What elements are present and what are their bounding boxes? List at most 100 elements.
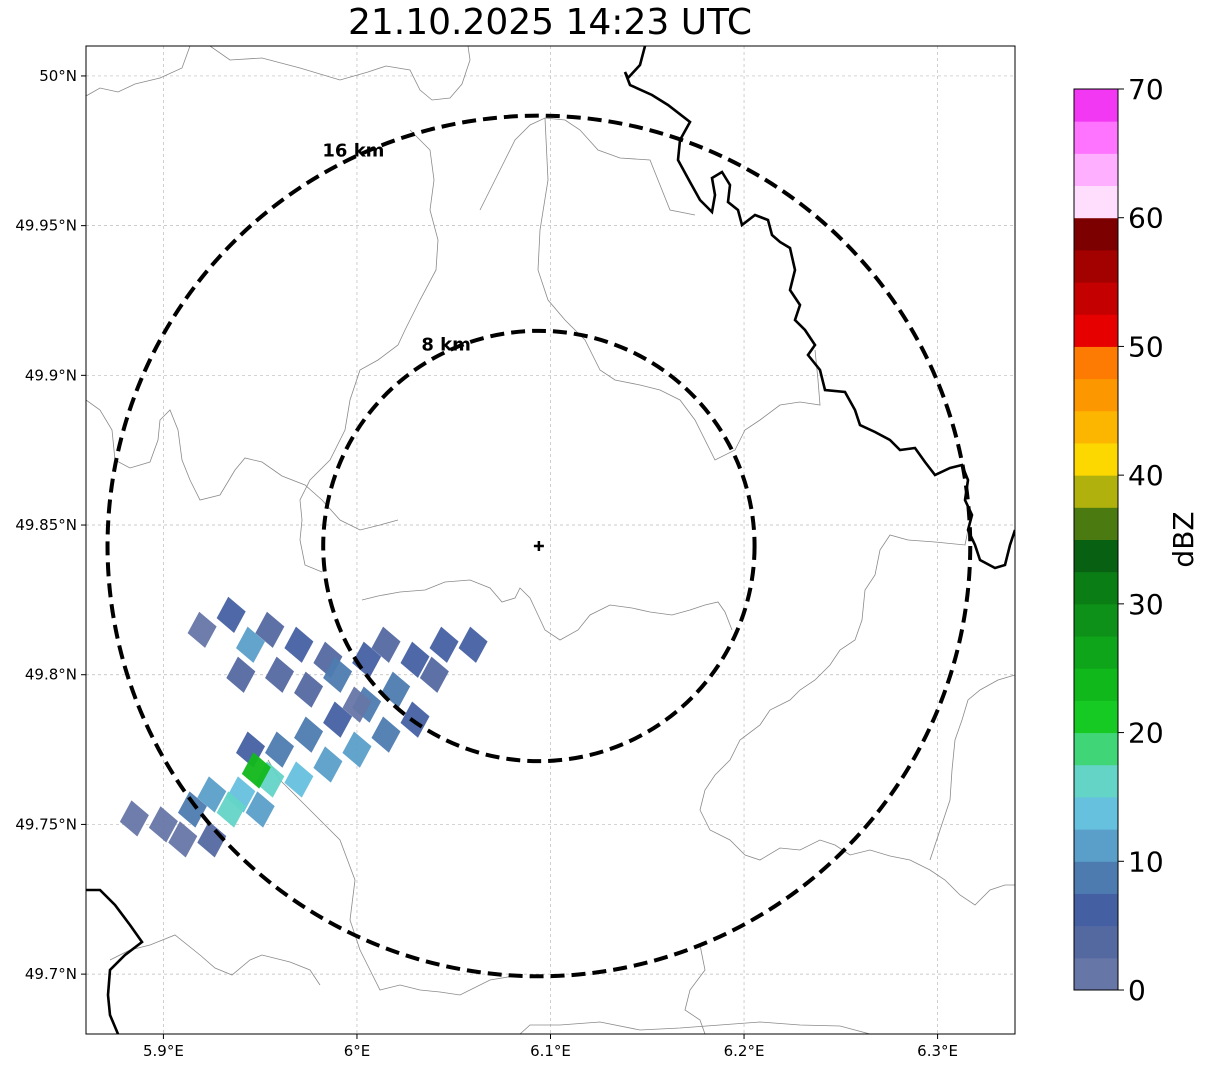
colorbar-bin: [1074, 636, 1118, 669]
colorbar-bin: [1074, 89, 1118, 122]
echo-cell: [429, 626, 459, 663]
colorbar-tick-label: 30: [1128, 588, 1164, 621]
colorbar-bin: [1074, 282, 1118, 315]
colorbar-bin: [1074, 668, 1118, 701]
boundary-line: [519, 1021, 871, 1034]
echo-cell: [265, 656, 295, 693]
range-ring-8km: [321, 328, 757, 764]
colorbar-label: dBZ: [1167, 511, 1200, 567]
colorbar-bin: [1074, 378, 1118, 412]
reflectivity-echoes: [119, 596, 488, 858]
colorbar-tick-label: 0: [1128, 974, 1146, 1007]
echo-cell: [241, 752, 271, 789]
colorbar-tick-label: 20: [1128, 717, 1164, 750]
colorbar-bin: [1074, 925, 1118, 959]
echo-cell: [235, 626, 266, 663]
x-tick-label: 6.1°E: [530, 1042, 571, 1060]
colorbar-bin: [1074, 153, 1118, 187]
echo-cell: [197, 776, 227, 813]
colorbar-bin: [1074, 539, 1118, 573]
echo-cell: [177, 791, 207, 828]
national-border: [86, 46, 1015, 1034]
echo-cell: [313, 746, 343, 783]
colorbar-bin: [1074, 861, 1118, 894]
colorbar-tick-label: 40: [1128, 459, 1164, 492]
colorbar-bin: [1074, 603, 1118, 637]
colorbar-bin: [1074, 507, 1118, 540]
map-title: 21.10.2025 14:23 UTC: [347, 2, 753, 43]
x-tick-label: 5.9°E: [143, 1042, 184, 1060]
colorbar-bin: [1074, 796, 1118, 830]
colorbar: 0 10 20 30 40 50 60 70: [1073, 73, 1164, 1007]
colorbar-bin: [1074, 217, 1118, 251]
colorbar-bin: [1074, 732, 1118, 766]
colorbar-bin: [1074, 475, 1118, 508]
colorbar-tick-label: 70: [1128, 73, 1164, 106]
colorbar-bin: [1074, 314, 1118, 347]
echo-cell: [284, 761, 314, 798]
echo-cell: [265, 731, 295, 768]
boundary-line: [86, 46, 191, 97]
range-ring-16km: [105, 113, 973, 979]
y-tick-label: 49.7°N: [25, 965, 77, 983]
echo-cell: [187, 611, 217, 648]
y-tick-label: 49.85°N: [15, 516, 77, 534]
colorbar-tick-label: 60: [1128, 202, 1164, 235]
echo-cell: [419, 656, 449, 693]
echo-cell: [216, 791, 246, 828]
range-rings: [105, 113, 973, 979]
boundary-line: [267, 759, 521, 996]
colorbar-tick-label: 10: [1128, 845, 1164, 878]
echo-cell: [371, 626, 401, 663]
echo-cell: [226, 656, 256, 693]
colorbar-bin: [1074, 829, 1118, 862]
echo-cell: [342, 731, 372, 768]
echo-cell: [197, 821, 227, 858]
colorbar-bin: [1074, 121, 1118, 154]
echo-cell: [148, 806, 178, 843]
echo-cell: [284, 626, 314, 663]
border-line: [623, 46, 1015, 570]
gridlines: [86, 46, 1015, 1034]
colorbar-bin: [1074, 700, 1118, 734]
boundary-line: [684, 944, 706, 1034]
x-tick-label: 6.3°E: [917, 1042, 958, 1060]
echo-cell: [168, 821, 198, 858]
colorbar-bin: [1074, 571, 1118, 605]
range-ring-label-8km: 8 km: [421, 334, 471, 355]
echo-cell: [255, 611, 285, 648]
boundary-line: [907, 529, 969, 546]
boundary-line: [86, 399, 399, 531]
radar-site-marker: [533, 540, 544, 551]
colorbar-bin: [1074, 346, 1118, 380]
echo-cell: [371, 716, 401, 753]
colorbar-bin: [1074, 410, 1118, 444]
echo-cell: [323, 701, 353, 738]
axis-ticks: 5.9°E 6°E 6.1°E 6.2°E 6.3°E 49.7°N 49.75°N 49.8…: [15, 67, 958, 1060]
boundary-line: [361, 579, 733, 641]
echo-cell: [119, 800, 149, 837]
colorbar-bin: [1074, 249, 1118, 283]
y-tick-label: 49.75°N: [15, 815, 77, 833]
colorbar-bin: [1074, 957, 1118, 991]
municipal-boundaries: [86, 46, 1015, 1034]
y-tick-label: 50°N: [39, 67, 77, 85]
echo-cell: [458, 626, 488, 663]
colorbar-tick-label: 50: [1128, 330, 1164, 363]
colorbar-bin: [1074, 764, 1118, 798]
colorbar-frame: [1073, 88, 1119, 991]
range-ring-label-16km: 16 km: [322, 141, 384, 162]
boundary-line: [699, 534, 1015, 906]
echo-cell: [323, 656, 353, 693]
echo-cell: [342, 686, 372, 723]
echo-cell: [294, 671, 324, 708]
colorbar-bin: [1074, 442, 1118, 476]
boundary-line: [299, 129, 439, 573]
border-line: [86, 888, 144, 1034]
y-tick-label: 49.8°N: [25, 666, 77, 684]
boundary-line: [209, 46, 471, 101]
colorbar-bin: [1074, 185, 1118, 219]
echo-cell: [400, 641, 430, 678]
echo-cell: [294, 716, 324, 753]
